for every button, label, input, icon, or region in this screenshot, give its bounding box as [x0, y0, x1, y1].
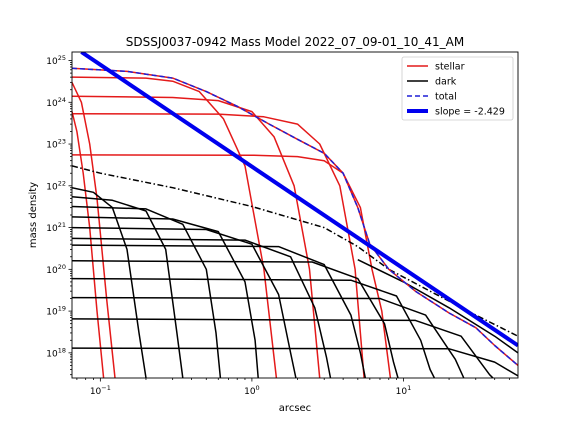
- series-dark-15: [72, 277, 436, 378]
- chart-title: SDSSJ0037-0942 Mass Model 2022_07_09-01_…: [126, 35, 465, 49]
- series-slope-22: [80, 52, 518, 348]
- y-tick-label-3: 1021: [46, 221, 66, 234]
- legend-label-0: stellar: [435, 62, 465, 73]
- y-axis-label: mass density: [28, 182, 39, 248]
- legend-label-1: dark: [435, 77, 457, 88]
- y-tick-label-7: 1025: [46, 54, 66, 67]
- y-tick-label-6: 1024: [46, 96, 66, 109]
- x-axis-ticks: 10−1 100 101: [76, 378, 510, 397]
- series-dark-10: [72, 216, 259, 378]
- y-axis-ticks: 1018 1019 1020 1021 1022 1023 1024 1025: [46, 54, 72, 376]
- y-tick-label-5: 1023: [46, 138, 66, 151]
- legend: stellar dark total slope = -2.429: [401, 56, 514, 121]
- y-tick-label-0: 1018: [46, 346, 66, 359]
- series-dark-12: [72, 237, 332, 378]
- x-tick-label-1: 100: [244, 384, 260, 397]
- y-tick-label-2: 1020: [46, 263, 66, 276]
- x-axis-label: arcsec: [279, 403, 311, 414]
- series-layer: [72, 52, 518, 378]
- series-dark-8: [72, 195, 184, 378]
- series-dark-16: [72, 296, 465, 378]
- x-tick-label-0: 10−1: [90, 384, 111, 397]
- series-stellar-5: [72, 111, 105, 378]
- series-stellar-0: [72, 76, 278, 378]
- legend-label-3: slope = -2.429: [435, 107, 505, 118]
- legend-box: [401, 56, 514, 121]
- series-stellar-1: [72, 95, 321, 378]
- series-dark-19: [357, 259, 518, 354]
- series-dark-11: [72, 226, 297, 378]
- series-dark-18: [72, 347, 518, 377]
- series-total-21: [72, 67, 518, 366]
- legend-label-2: total: [435, 92, 457, 103]
- y-tick-label-1: 1019: [46, 305, 66, 318]
- series-dark-9: [72, 205, 222, 378]
- series-dark-17: [72, 318, 494, 378]
- y-tick-label-4: 1022: [46, 179, 66, 192]
- x-tick-label-2: 101: [396, 384, 412, 397]
- series-dark-14: [72, 260, 399, 378]
- series-stellar-2: [72, 113, 365, 378]
- series-dark-13: [72, 244, 367, 378]
